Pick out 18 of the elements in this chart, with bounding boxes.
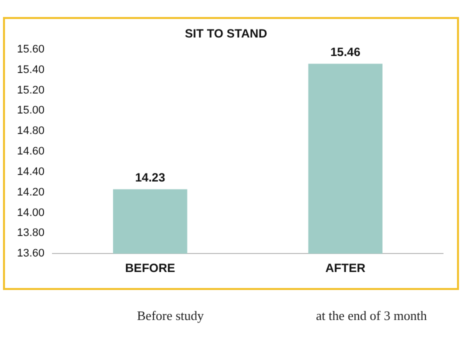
y-tick-label: 13.80 (16, 227, 45, 240)
text: at the end of 3 month (316, 308, 427, 324)
chart-title: SIT TO STAND (184, 26, 268, 41)
data-label: 15.46 (330, 45, 361, 60)
y-tick-label: 15.00 (16, 104, 45, 117)
data-label: 14.23 (135, 170, 166, 185)
x-tick-label: AFTER (325, 261, 366, 276)
y-tick-label: 14.20 (16, 186, 45, 198)
y-tick-label: 15.60 (16, 43, 45, 56)
x-tick-label: BEFORE (125, 261, 176, 276)
y-tick-label: 13.60 (16, 248, 45, 260)
text: Before study (137, 308, 204, 324)
y-tick-label: 14.40 (16, 166, 45, 178)
y-tick-label: 14.00 (16, 206, 45, 219)
y-tick-label: 14.80 (16, 125, 45, 138)
y-tick-label: 15.20 (16, 84, 45, 96)
y-tick-label: 14.60 (16, 146, 45, 158)
y-tick-label: 15.40 (16, 64, 45, 76)
